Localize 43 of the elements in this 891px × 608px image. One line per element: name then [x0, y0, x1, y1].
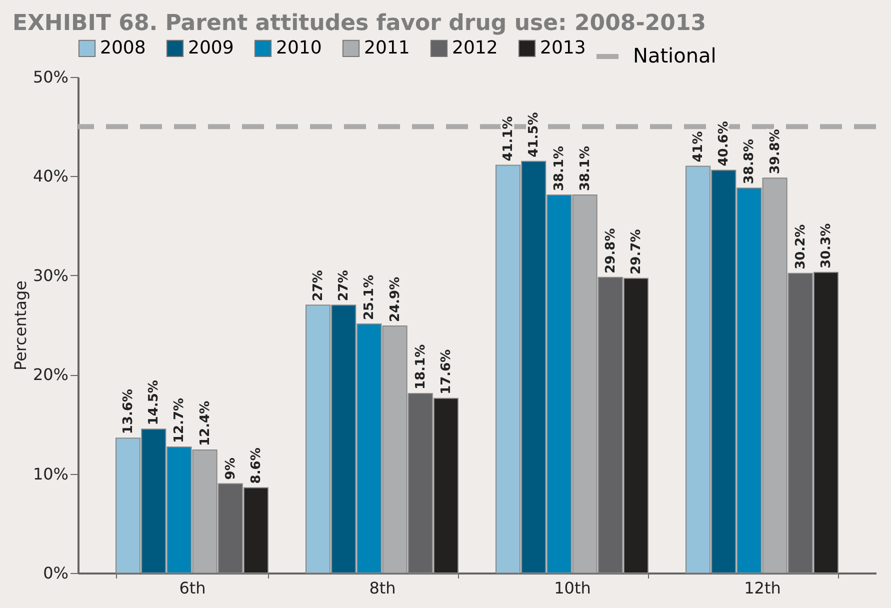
data-label: 25.1%	[362, 274, 378, 320]
data-label: 38.1%	[578, 146, 593, 192]
data-label: 30.2%	[793, 224, 808, 270]
legend-label: 2013	[540, 37, 586, 58]
legend-label: 2009	[188, 37, 234, 58]
y-tick-label: 30%	[32, 266, 68, 285]
data-label: 41%	[691, 131, 706, 162]
chart-title: EXHIBIT 68. Parent attitudes favor drug use: 2008-2013	[12, 11, 706, 36]
data-label: 13.6%	[121, 388, 136, 434]
data-label: 38.1%	[552, 146, 568, 192]
x-tick-label: 8th	[369, 578, 396, 598]
data-label: 12.4%	[198, 400, 213, 446]
data-label: 39.8%	[768, 129, 783, 174]
data-label: 24.9%	[388, 276, 403, 322]
data-label: 14.5%	[146, 380, 162, 426]
legend-label: National	[633, 44, 716, 68]
y-tick-label: 50%	[32, 68, 68, 86]
data-label: 8.6%	[248, 448, 264, 484]
y-tick-label: 0%	[43, 564, 68, 582]
legend-label: 2010	[276, 37, 322, 58]
data-label: 27%	[311, 270, 326, 302]
data-label: 12.7%	[172, 398, 188, 444]
data-label: 30.3%	[818, 223, 834, 268]
data-label: 41.1%	[501, 116, 516, 162]
y-tick-label: 10%	[32, 464, 68, 484]
y-axis-title: Percentage	[10, 280, 30, 371]
y-tick-label: 40%	[32, 166, 68, 186]
x-tick-label: 12th	[744, 578, 781, 598]
data-label: 29.7%	[628, 229, 644, 274]
data-label: 40.6%	[716, 121, 732, 166]
data-label: 27%	[336, 270, 352, 302]
legend-label: 2012	[452, 37, 498, 58]
legend-label: 2008	[100, 37, 146, 58]
x-tick-label: 10th	[554, 578, 591, 598]
data-label: 29.8%	[603, 228, 618, 274]
data-label: 41.5%	[526, 112, 542, 158]
x-tick-label: 6th	[179, 578, 206, 598]
data-label: 9%	[223, 458, 238, 480]
legend-label: 2011	[364, 37, 410, 58]
data-label: 17.6%	[438, 349, 454, 394]
data-label: 38.8%	[742, 138, 758, 184]
data-label: 18.1%	[413, 344, 428, 390]
y-tick-label: 20%	[32, 365, 68, 384]
